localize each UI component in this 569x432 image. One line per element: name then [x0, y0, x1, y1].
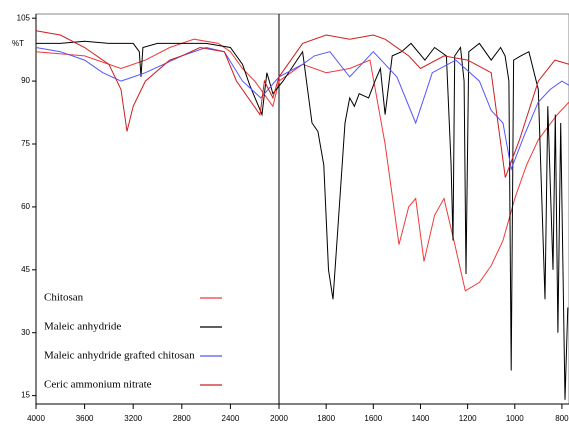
- x-tick-label: 4000: [27, 414, 45, 423]
- y-tick-label: 30: [21, 328, 30, 337]
- spectrum-line: [35, 38, 569, 292]
- legend-label: Maleic anhydride grafted chitosan: [44, 350, 195, 362]
- y-tick-label: 105: [17, 13, 31, 22]
- legend-label: Maleic anhydride: [44, 321, 121, 333]
- legend-label: Chitosan: [44, 292, 84, 304]
- x-tick-label: 1000: [506, 414, 524, 423]
- x-tick-label: 1800: [317, 414, 335, 423]
- y-tick-label: 45: [21, 265, 30, 274]
- spectrum-line: [35, 46, 569, 172]
- y-tick-label: 15: [21, 391, 30, 400]
- y-axis-label: %T: [12, 39, 24, 48]
- legend-label: Ceric ammonium nitrate: [44, 379, 152, 391]
- y-tick-label: 60: [21, 202, 30, 211]
- x-tick-label: 1600: [364, 414, 382, 423]
- x-tick-label: 3600: [76, 414, 94, 423]
- x-tick-label: 2800: [173, 414, 191, 423]
- x-tick-label: 800: [555, 414, 569, 423]
- spectrum-line: [35, 30, 569, 178]
- x-tick-label: 1400: [412, 414, 430, 423]
- x-tick-label: 2000: [270, 414, 288, 423]
- x-tick-label: 2400: [222, 414, 240, 423]
- plot-area: [35, 13, 569, 405]
- y-tick-label: 90: [21, 76, 30, 85]
- x-tick-label: 1200: [459, 414, 477, 423]
- spectrum-line: [36, 40, 569, 400]
- x-tick-label: 3200: [124, 414, 142, 423]
- y-tick-label: 75: [21, 139, 30, 148]
